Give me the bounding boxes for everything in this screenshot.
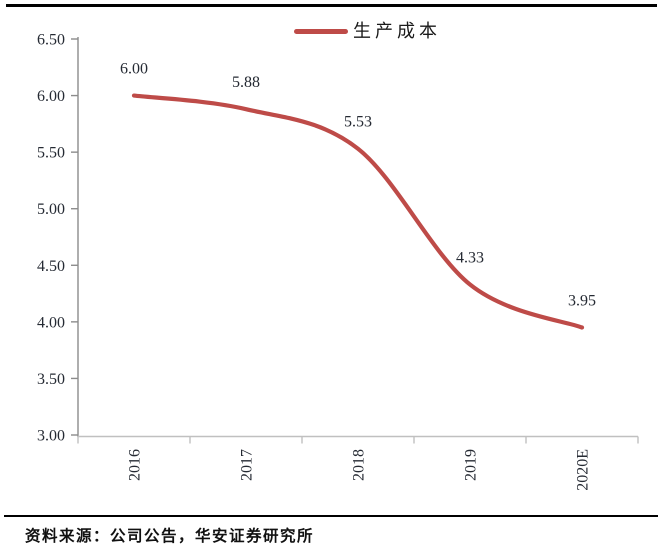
data-point-label: 5.53 xyxy=(344,114,372,131)
x-axis-category-label: 2016 xyxy=(127,449,144,481)
data-point-label: 6.00 xyxy=(120,61,148,78)
y-axis-tick-label: 4.50 xyxy=(37,258,65,275)
x-axis-category-label: 2017 xyxy=(239,449,256,481)
y-axis-tick-label: 5.50 xyxy=(37,145,65,162)
source-attribution: 资料来源：公司公告，华安证券研究所 xyxy=(25,528,315,545)
chart-legend: 生产成本 xyxy=(294,20,441,42)
y-axis-tick-label: 3.00 xyxy=(37,428,65,445)
legend-line-swatch xyxy=(294,29,348,34)
y-axis-tick-label: 4.00 xyxy=(37,314,65,331)
x-axis-category-label: 2020E xyxy=(575,449,592,491)
bottom-divider-rule xyxy=(4,515,658,517)
series-line-production-cost xyxy=(131,93,585,330)
data-point-label: 4.33 xyxy=(456,250,484,267)
x-axis-category-label: 2019 xyxy=(463,449,480,481)
x-axis-category-label: 2018 xyxy=(351,449,368,481)
top-divider-rule xyxy=(6,4,657,7)
y-axis-tick-label: 5.00 xyxy=(37,201,65,218)
data-point-label: 5.88 xyxy=(232,74,260,91)
data-point-label: 3.95 xyxy=(568,293,596,310)
line-chart: 3.00 3.50 4.00 4.50 5.00 5.50 6.00 6.50 2016 2017… xyxy=(37,32,639,491)
y-axis-tick-label: 6.50 xyxy=(37,32,65,49)
y-axis-tick-label: 6.00 xyxy=(37,88,65,105)
legend-series-label: 生产成本 xyxy=(353,21,441,41)
y-axis-tick-label: 3.50 xyxy=(37,371,65,388)
